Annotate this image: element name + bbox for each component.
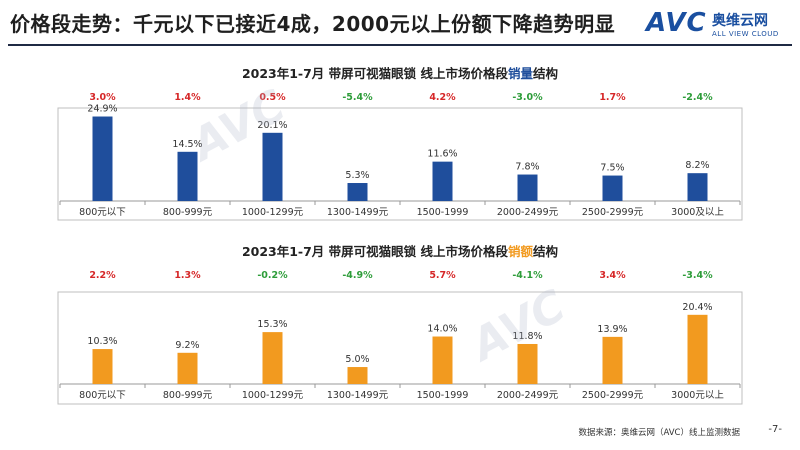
volume-change-label: -2.4% xyxy=(682,92,713,103)
amount-category-label: 3000元以上 xyxy=(671,390,724,401)
amount-value-label: 11.8% xyxy=(512,331,542,342)
volume-bar xyxy=(92,116,113,201)
volume-change-label: -3.0% xyxy=(512,92,543,103)
amount-change-label: 1.3% xyxy=(174,270,201,281)
amount-change-label: 5.7% xyxy=(429,270,456,281)
amount-change-label: 3.4% xyxy=(599,270,626,281)
amount-category-label: 800-999元 xyxy=(163,390,213,401)
amount-change-label: -3.4% xyxy=(682,270,713,281)
amount-bar xyxy=(687,314,708,384)
title-divider xyxy=(8,44,792,46)
amount-category-label: 800元以下 xyxy=(79,390,126,401)
volume-value-label: 14.5% xyxy=(172,139,202,150)
volume-value-label: 5.3% xyxy=(345,170,369,181)
volume-bar xyxy=(177,151,198,201)
amount-bar-chart: 10.3% 2.2% 800元以下 9.2% 1.3% 800-999元 15.3% -0.2… xyxy=(57,270,743,405)
volume-change-label: -5.4% xyxy=(342,92,373,103)
amount-change-label: 2.2% xyxy=(89,270,116,281)
volume-category-label: 800-999元 xyxy=(163,207,213,218)
amount-category-label: 1000-1299元 xyxy=(242,390,304,401)
volume-change-label: 1.7% xyxy=(599,92,626,103)
volume-category-label: 1500-1999 xyxy=(417,207,469,218)
amount-bar xyxy=(92,349,113,384)
data-source: 数据来源：奥维云网（AVC）线上监测数据 xyxy=(578,428,740,438)
volume-change-label: 1.4% xyxy=(174,92,201,103)
volume-value-label: 8.2% xyxy=(685,160,709,171)
volume-bar-chart: 24.9%3.0% 800元以下 14.5% 1.4% 800-999元 20.1% 0.5… xyxy=(57,92,743,221)
amount-category-label: 1300-1499元 xyxy=(327,390,389,401)
volume-bar xyxy=(347,183,368,201)
volume-change-label: 3.0% xyxy=(89,92,116,103)
amount-value-label: 5.0% xyxy=(345,354,369,365)
chart-amount-title-suffix: 结构 xyxy=(533,244,559,259)
volume-frame xyxy=(57,107,743,221)
volume-value-label: 11.6% xyxy=(427,149,457,160)
avc-logo: AVC 奥维云网 ALL VIEW CLOUD xyxy=(646,8,786,44)
chart-amount-title: 2023年1-7月 带屏可视猫眼锁 线上市场价格段销额结构 xyxy=(0,241,800,260)
amount-change-label: -4.1% xyxy=(512,270,543,281)
amount-value-label: 20.4% xyxy=(682,302,712,313)
logo-en: ALL VIEW CLOUD xyxy=(712,30,779,38)
volume-bar xyxy=(432,161,453,201)
volume-category-label: 3000及以上 xyxy=(671,207,724,218)
volume-category-label: 1000-1299元 xyxy=(242,207,304,218)
amount-bar xyxy=(517,343,538,384)
page-number: -7- xyxy=(768,424,782,435)
volume-value-label: 20.1% xyxy=(257,120,287,131)
amount-category-label: 2500-2999元 xyxy=(582,390,644,401)
amount-bar xyxy=(177,352,198,384)
volume-bar xyxy=(262,132,283,201)
amount-bar xyxy=(347,367,368,384)
amount-bar xyxy=(262,332,283,384)
amount-bar xyxy=(602,336,623,384)
volume-category-label: 2000-2499元 xyxy=(497,207,559,218)
chart-volume-title-prefix: 2023年1-7月 带屏可视猫眼锁 线上市场价格段 xyxy=(241,66,509,81)
volume-change-label: 0.5% xyxy=(259,92,286,103)
volume-category-label: 2500-2999元 xyxy=(582,207,644,218)
chart-volume-title-suffix: 结构 xyxy=(533,66,559,81)
amount-category-label: 1500-1999 xyxy=(417,390,469,401)
chart-amount-title-prefix: 2023年1-7月 带屏可视猫眼锁 线上市场价格段 xyxy=(241,244,509,259)
amount-value-label: 15.3% xyxy=(257,319,287,330)
chart-volume-title-highlight: 销量 xyxy=(508,66,534,81)
page-title: 价格段走势：千元以下已接近4成，2000元以上份额下降趋势明显 xyxy=(10,12,616,36)
volume-bar xyxy=(602,175,623,201)
amount-category-label: 2000-2499元 xyxy=(497,390,559,401)
volume-change-label: 4.2% xyxy=(429,92,456,103)
volume-bar xyxy=(517,174,538,201)
amount-value-label: 10.3% xyxy=(87,336,117,347)
volume-value-label: 24.9% xyxy=(87,104,117,115)
logo-mark: AVC xyxy=(646,8,707,38)
volume-category-label: 800元以下 xyxy=(79,207,126,218)
amount-value-label: 13.9% xyxy=(597,324,627,335)
chart-amount-title-highlight: 销额 xyxy=(508,244,534,259)
amount-change-label: -0.2% xyxy=(257,270,288,281)
volume-category-label: 1300-1499元 xyxy=(327,207,389,218)
volume-bar xyxy=(687,173,708,201)
amount-value-label: 14.0% xyxy=(427,324,457,335)
amount-frame xyxy=(57,291,743,405)
amount-bar xyxy=(432,336,453,384)
logo-cn: 奥维云网 xyxy=(712,13,768,29)
volume-value-label: 7.5% xyxy=(600,163,624,174)
amount-value-label: 9.2% xyxy=(175,340,199,351)
volume-value-label: 7.8% xyxy=(515,162,539,173)
chart-volume-title: 2023年1-7月 带屏可视猫眼锁 线上市场价格段销量结构 xyxy=(0,63,800,82)
amount-change-label: -4.9% xyxy=(342,270,373,281)
